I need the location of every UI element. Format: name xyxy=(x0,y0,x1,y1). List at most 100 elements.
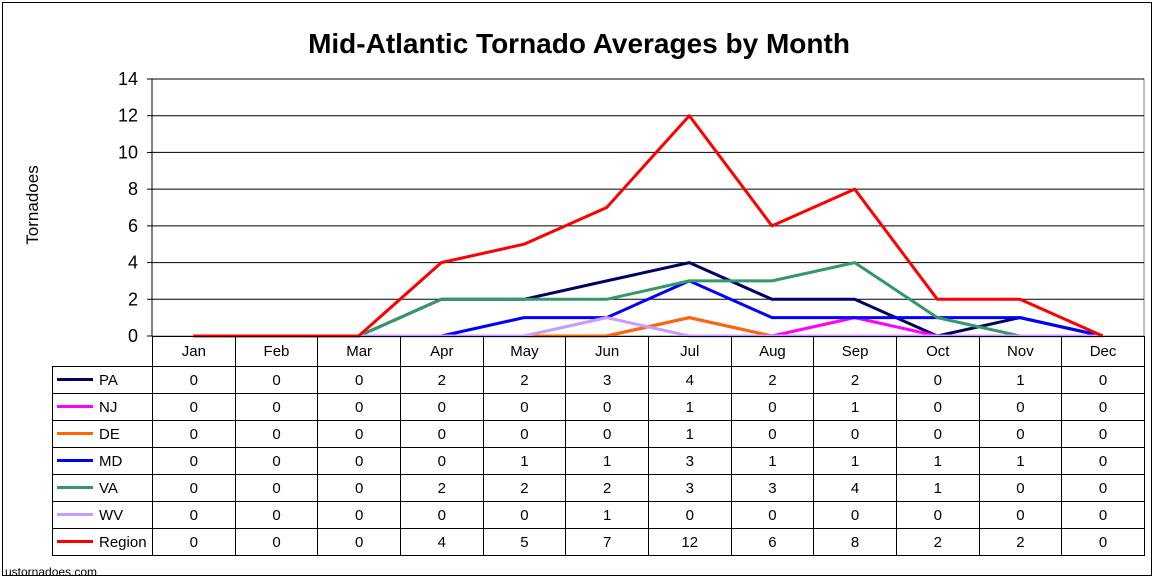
x-tick-label: Feb xyxy=(234,336,319,367)
data-label: 0 xyxy=(895,420,980,448)
legend-swatch xyxy=(57,378,93,382)
data-label: 2 xyxy=(482,474,567,502)
data-label: 3 xyxy=(647,474,732,502)
legend-entry: PA xyxy=(52,366,153,394)
data-label: 4 xyxy=(399,528,484,556)
data-label: 0 xyxy=(1061,501,1145,529)
legend-swatch xyxy=(57,486,93,490)
data-label: 0 xyxy=(978,474,1063,502)
x-tick-label: Jun xyxy=(565,336,649,367)
table-corner-cell xyxy=(52,336,153,367)
data-label: 0 xyxy=(234,474,319,502)
data-label: 0 xyxy=(152,366,236,394)
y-tick-label: 10 xyxy=(118,142,138,162)
legend-entry: Region xyxy=(52,528,153,556)
table-header-row: Jan Feb Mar Apr May Jun Jul Aug Sep Oct Nov Dec xyxy=(52,336,1145,367)
legend-label: WV xyxy=(99,506,124,524)
data-label: 0 xyxy=(1061,393,1145,421)
data-label: 1 xyxy=(978,447,1063,475)
data-label: 0 xyxy=(730,420,815,448)
data-label: 0 xyxy=(152,447,236,475)
data-label: 5 xyxy=(482,528,567,556)
data-label: 2 xyxy=(978,528,1063,556)
legend-label: PA xyxy=(99,371,118,389)
data-label: 0 xyxy=(234,528,319,556)
data-label: 7 xyxy=(565,528,649,556)
data-label: 0 xyxy=(152,420,236,448)
data-label: 3 xyxy=(647,447,732,475)
data-label: 6 xyxy=(730,528,815,556)
data-label: 2 xyxy=(565,474,649,502)
x-tick-label: Nov xyxy=(978,336,1063,367)
data-label: 1 xyxy=(565,501,649,529)
y-tick-label: 14 xyxy=(118,69,138,89)
data-label: 1 xyxy=(813,447,897,475)
data-label: 0 xyxy=(482,501,567,529)
chart-title: Mid-Atlantic Tornado Averages by Month xyxy=(308,28,850,59)
data-table: Jan Feb Mar Apr May Jun Jul Aug Sep Oct Nov Dec PA 0 0… xyxy=(52,336,1145,556)
data-label: 0 xyxy=(317,420,401,448)
legend-swatch xyxy=(57,405,93,409)
data-label: 0 xyxy=(978,420,1063,448)
data-label: 2 xyxy=(813,366,897,394)
data-label: 8 xyxy=(813,528,897,556)
data-label: 1 xyxy=(647,393,732,421)
data-label: 0 xyxy=(399,420,484,448)
data-label: 0 xyxy=(482,420,567,448)
data-label: 0 xyxy=(317,528,401,556)
x-tick-label: Sep xyxy=(813,336,897,367)
legend-swatch xyxy=(57,432,93,436)
table-row: NJ 0 0 0 0 0 0 1 0 1 0 0 0 xyxy=(52,393,1145,421)
data-label: 0 xyxy=(317,501,401,529)
y-tick-label: 0 xyxy=(128,326,138,346)
data-label: 1 xyxy=(895,447,980,475)
x-tick-label: Apr xyxy=(399,336,484,367)
legend-swatch xyxy=(57,459,93,463)
data-label: 0 xyxy=(152,474,236,502)
data-label: 0 xyxy=(565,393,649,421)
data-label: 0 xyxy=(152,393,236,421)
data-label: 0 xyxy=(978,393,1063,421)
x-tick-label: Jan xyxy=(152,336,236,367)
data-label: 0 xyxy=(152,528,236,556)
table-row: WV 0 0 0 0 0 1 0 0 0 0 0 0 xyxy=(52,501,1145,529)
data-label: 0 xyxy=(1061,420,1145,448)
data-label: 3 xyxy=(565,366,649,394)
footer-credit: ustornadoes.com xyxy=(5,565,98,579)
x-tick-label: Mar xyxy=(317,336,401,367)
y-tick-label: 2 xyxy=(128,289,138,309)
y-tick-label: 4 xyxy=(128,253,138,273)
data-label: 0 xyxy=(399,447,484,475)
legend-label: MD xyxy=(99,452,123,470)
table-row: Region 0 0 0 4 5 7 12 6 8 2 2 0 xyxy=(52,528,1145,556)
data-label: 0 xyxy=(399,393,484,421)
data-label: 0 xyxy=(234,447,319,475)
y-tick-label: 12 xyxy=(118,106,138,126)
data-label: 2 xyxy=(730,366,815,394)
legend-label: VA xyxy=(99,479,118,497)
data-label: 0 xyxy=(317,447,401,475)
data-label: 12 xyxy=(647,528,732,556)
data-label: 0 xyxy=(234,393,319,421)
data-label: 1 xyxy=(647,420,732,448)
data-label: 4 xyxy=(647,366,732,394)
data-label: 0 xyxy=(565,420,649,448)
table-row: DE 0 0 0 0 0 0 1 0 0 0 0 0 xyxy=(52,420,1145,448)
data-label: 0 xyxy=(730,393,815,421)
data-label: 2 xyxy=(399,366,484,394)
legend-entry: WV xyxy=(52,501,153,529)
data-label: 0 xyxy=(895,501,980,529)
data-label: 0 xyxy=(1061,474,1145,502)
data-label: 0 xyxy=(813,501,897,529)
data-label: 0 xyxy=(978,501,1063,529)
x-tick-label: May xyxy=(482,336,567,367)
data-label: 0 xyxy=(895,366,980,394)
data-label: 2 xyxy=(482,366,567,394)
data-label: 1 xyxy=(978,366,1063,394)
data-label: 1 xyxy=(813,393,897,421)
legend-label: DE xyxy=(99,425,120,443)
data-label: 0 xyxy=(647,501,732,529)
data-label: 0 xyxy=(234,501,319,529)
data-label: 1 xyxy=(565,447,649,475)
